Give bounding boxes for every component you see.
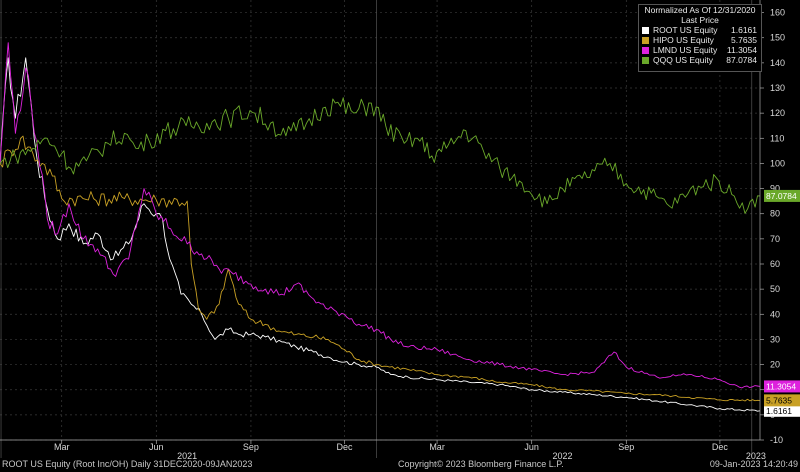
- legend-value-qqq: 87.0784: [726, 55, 757, 65]
- legend-value-root: 1.6161: [731, 25, 757, 35]
- last-value-tag-text: 1.6161: [766, 406, 792, 416]
- footer-security-info: ROOT US Equity (Root Inc/OH) Daily 31DEC…: [2, 459, 253, 469]
- legend-swatch-root: [642, 27, 649, 34]
- last-value-tag-hipo: 5.7635: [764, 394, 800, 407]
- last-value-tag-bg: [764, 404, 800, 417]
- series-line-root: [0, 57, 761, 412]
- x-year-label: 2023: [746, 451, 766, 461]
- axes: -100102030405060708090100110120130140150…: [0, 0, 785, 461]
- footer-timestamp: 09-Jan-2023 14:20:49: [709, 459, 798, 469]
- legend-label-hipo: HIPO US Equity: [653, 35, 714, 45]
- last-value-tag-text: 11.3054: [766, 381, 796, 391]
- last-value-tag-text: 87.0784: [766, 191, 797, 201]
- y-tick-label: 50: [770, 284, 780, 294]
- x-tick-label: Sep: [243, 442, 259, 452]
- y-tick-label: 100: [770, 158, 785, 168]
- legend-subtitle: Last Price: [681, 15, 719, 25]
- grid-lines: [0, 0, 760, 458]
- y-tick-label: 150: [770, 33, 785, 43]
- y-tick-label: 140: [770, 58, 785, 68]
- last-value-tag-qqq: 87.0784: [764, 189, 800, 202]
- series-line-hipo: [0, 135, 761, 402]
- legend-swatch-qqq: [642, 57, 649, 64]
- x-tick-label: Mar: [429, 442, 445, 452]
- y-tick-label: 20: [770, 360, 780, 370]
- y-tick-label: 70: [770, 234, 780, 244]
- y-tick-label: 160: [770, 8, 785, 18]
- last-value-tag-bg: [764, 394, 800, 407]
- legend-swatch-lmnd: [642, 47, 649, 54]
- y-tick-label: -10: [770, 435, 783, 445]
- y-tick-label: 110: [770, 133, 784, 143]
- y-tick-label: 60: [770, 259, 780, 269]
- legend-label-root: ROOT US Equity: [653, 25, 718, 35]
- x-tick-label: Jun: [149, 442, 164, 452]
- x-tick-label: Sep: [618, 442, 634, 452]
- series-lines: [0, 42, 761, 412]
- legend-item-qqq: QQQ US Equity 87.0784: [639, 55, 761, 65]
- legend-value-lmnd: 11.3054: [726, 45, 757, 55]
- x-tick-label: Jun: [524, 442, 539, 452]
- x-year-label: 2021: [177, 451, 197, 461]
- legend-item-hipo: HIPO US Equity 5.7635: [639, 35, 761, 45]
- y-tick-label: 80: [770, 209, 780, 219]
- x-tick-label: Mar: [54, 442, 70, 452]
- legend-item-root: ROOT US Equity 1.6161: [639, 25, 761, 35]
- y-tick-label: 90: [770, 184, 780, 194]
- legend-label-qqq: QQQ US Equity: [653, 55, 713, 65]
- legend: Normalized As Of 12/31/2020 Last Price R…: [638, 4, 762, 72]
- y-tick-label: 120: [770, 108, 785, 118]
- series-line-lmnd: [0, 42, 761, 389]
- x-tick-label: Dec: [712, 442, 729, 452]
- last-value-tag-text: 5.7635: [766, 395, 792, 405]
- legend-label-lmnd: LMND US Equity: [653, 45, 718, 55]
- x-year-label: 2022: [553, 451, 573, 461]
- last-value-tag-bg: [764, 189, 800, 202]
- y-tick-label: 40: [770, 309, 780, 319]
- last-value-tag-root: 1.6161: [764, 404, 800, 417]
- legend-value-hipo: 5.7635: [731, 35, 757, 45]
- legend-swatch-hipo: [642, 37, 649, 44]
- y-tick-label: 130: [770, 83, 785, 93]
- x-tick-label: Dec: [337, 442, 354, 452]
- y-tick-label: 30: [770, 334, 780, 344]
- footer-copyright: Copyright© 2023 Bloomberg Finance L.P.: [398, 459, 564, 469]
- footer-bar: ROOT US Equity (Root Inc/OH) Daily 31DEC…: [0, 458, 800, 472]
- last-value-tag-bg: [764, 380, 800, 393]
- legend-item-lmnd: LMND US Equity 11.3054: [639, 45, 761, 55]
- legend-title: Normalized As Of 12/31/2020: [644, 5, 756, 15]
- series-line-qqq: [0, 97, 761, 214]
- last-value-tag-lmnd: 11.3054: [764, 380, 800, 393]
